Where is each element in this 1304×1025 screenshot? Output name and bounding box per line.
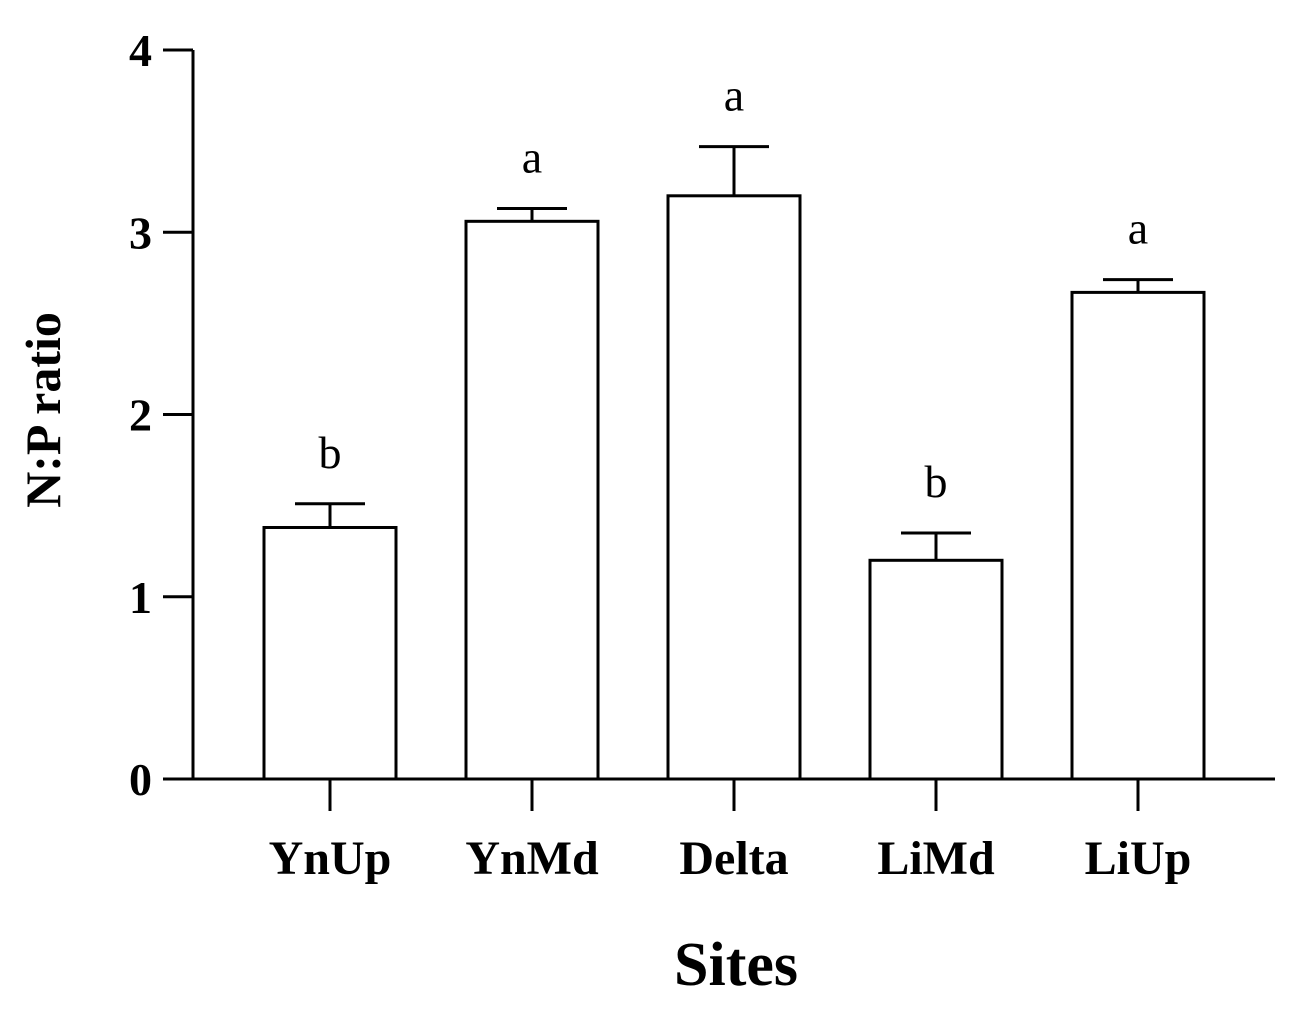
y-tick-label: 4 [129, 25, 152, 76]
bar-delta [666, 194, 802, 781]
x-tick-label-delta: Delta [679, 832, 788, 885]
y-tick-label: 2 [129, 390, 152, 441]
bars-layer [262, 194, 1206, 781]
x-ticks-layer: YnUp YnMd Delta LiMd LiUp [269, 779, 1192, 885]
y-tick-label: 3 [129, 207, 152, 258]
x-axis-title: Sites [674, 931, 798, 999]
bar-liup [1070, 290, 1206, 781]
significance-label-delta: a [724, 70, 744, 121]
significance-labels-layer: b a a b a [319, 70, 1149, 507]
x-tick-label-liup: LiUp [1085, 832, 1192, 885]
bar-ynup [262, 525, 398, 781]
y-axis-title: N:P ratio [15, 312, 71, 508]
x-tick-label-limd: LiMd [877, 832, 995, 885]
y-tick-label: 0 [129, 754, 152, 805]
bar-limd [868, 558, 1004, 781]
y-ticks-layer: 0 1 2 3 4 [129, 25, 193, 805]
y-tick-label: 1 [129, 572, 152, 623]
significance-label-ynup: b [319, 427, 342, 478]
significance-label-ynmd: a [522, 132, 542, 183]
bar-ynmd [464, 219, 600, 781]
significance-label-liup: a [1128, 203, 1148, 254]
x-tick-label-ynmd: YnMd [465, 832, 599, 885]
x-tick-label-ynup: YnUp [269, 832, 392, 885]
significance-label-limd: b [925, 456, 948, 507]
error-bars-layer [295, 145, 1173, 561]
